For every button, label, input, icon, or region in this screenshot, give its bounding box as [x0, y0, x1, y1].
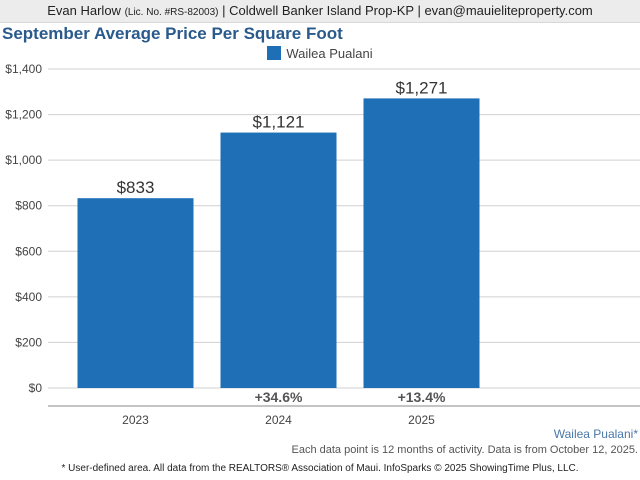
y-tick-label: $1,200 [5, 108, 42, 122]
area-label: Wailea Pualani* [553, 427, 638, 441]
legend-swatch [267, 46, 282, 60]
chart-legend: Wailea Pualani [0, 46, 640, 61]
bar [363, 98, 480, 389]
data-label: $1,271 [396, 78, 448, 97]
bar [220, 132, 337, 388]
x-tick-label: 2025 [408, 413, 435, 427]
change-label: +34.6% [255, 389, 303, 405]
change-label: +13.4% [398, 389, 446, 405]
x-tick-label: 2023 [122, 413, 149, 427]
y-tick-label: $200 [15, 335, 42, 349]
y-tick-label: $800 [15, 199, 42, 213]
data-label: $833 [117, 178, 155, 197]
data-note: Each data point is 12 months of activity… [291, 444, 638, 456]
y-tick-label: $0 [29, 381, 43, 395]
bar-chart: $0 $200 $400 $600 $800 $1,000 $1,200 $1,400 $833… [5, 62, 640, 427]
y-tick-label: $1,400 [5, 62, 42, 76]
agent-name: Evan Harlow [47, 3, 121, 18]
footer-disclaimer: * User-defined area. All data from the R… [61, 463, 579, 474]
license-number: (Lic. No. #RS-82003) [124, 7, 219, 18]
y-tick-label: $1,000 [5, 153, 42, 167]
chart-title: September Average Price Per Square Foot [2, 24, 343, 43]
y-tick-label: $400 [15, 290, 42, 304]
company-email: | Coldwell Banker Island Prop-KP | evan@… [222, 3, 593, 18]
agent-header: Evan Harlow (Lic. No. #RS-82003) | Coldw… [0, 0, 640, 23]
y-tick-label: $600 [15, 244, 42, 258]
bar [77, 198, 194, 388]
legend-label: Wailea Pualani [286, 46, 373, 61]
data-label: $1,121 [253, 113, 305, 132]
x-tick-label: 2024 [265, 413, 292, 427]
